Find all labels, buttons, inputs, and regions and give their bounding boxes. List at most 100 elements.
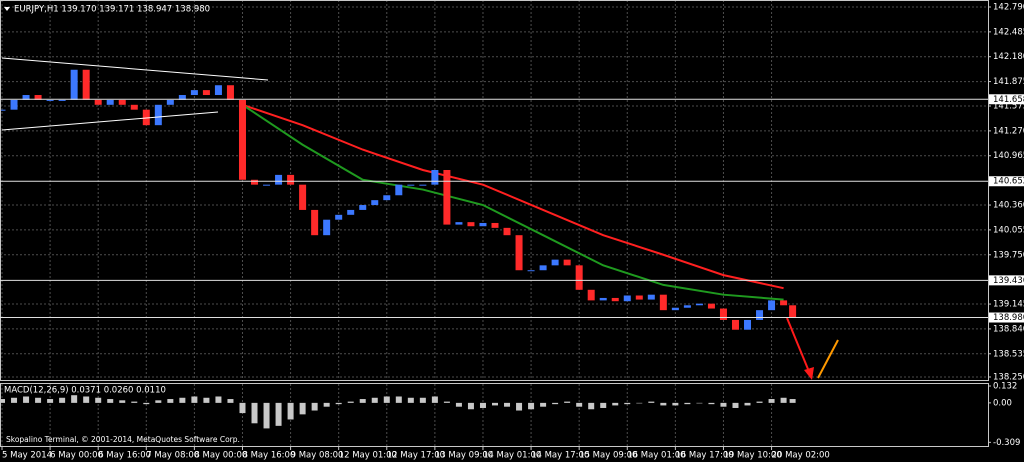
candle xyxy=(118,99,126,105)
macd-bar xyxy=(335,402,342,405)
candle xyxy=(0,109,6,111)
macd-bar xyxy=(708,402,715,405)
candle xyxy=(635,295,643,300)
macd-bar xyxy=(23,396,30,403)
candle xyxy=(226,85,234,100)
macd-bar xyxy=(107,399,114,403)
y-tick-label: 142.790 xyxy=(993,3,1024,13)
level-label: 141.658 xyxy=(993,95,1024,105)
macd-frame xyxy=(0,383,989,447)
x-tick-label: 12 May 17:00 xyxy=(387,451,445,461)
macd-bar xyxy=(624,402,631,405)
wedge-lower xyxy=(1,111,219,131)
macd-bar xyxy=(552,402,559,405)
candle xyxy=(299,184,307,210)
x-tick-label: 9 May 08:00 xyxy=(291,451,344,461)
macd-bar xyxy=(47,399,54,403)
macd-bar xyxy=(431,396,438,403)
candle xyxy=(34,95,42,100)
macd-tick-label: 0.132 xyxy=(993,382,1017,392)
level-label-box xyxy=(989,176,1024,187)
macd-bar xyxy=(443,401,450,403)
macd-bar xyxy=(504,402,511,407)
candle xyxy=(347,209,355,215)
candle xyxy=(756,310,764,320)
macd-bar xyxy=(672,402,679,406)
macd-bar xyxy=(179,397,186,403)
level-label-box xyxy=(989,94,1024,105)
macd-bar xyxy=(744,402,751,406)
macd-bar xyxy=(287,402,294,420)
macd-bar xyxy=(696,402,703,404)
macd-bar xyxy=(323,402,330,407)
level-label: 138.980 xyxy=(993,313,1024,323)
candle xyxy=(731,319,739,330)
macd-bar xyxy=(299,402,306,415)
level-label-box xyxy=(989,312,1024,323)
x-tick-label: 8 May 16:00 xyxy=(242,451,295,461)
macd-bar xyxy=(419,397,426,403)
macd-bar xyxy=(789,399,796,403)
y-tick-label: 139.145 xyxy=(993,300,1024,310)
macd-bar xyxy=(540,402,547,407)
macd-bar xyxy=(263,402,270,429)
macd-bar xyxy=(143,402,150,405)
candle xyxy=(467,222,475,227)
macd-bar xyxy=(215,396,222,403)
macd-bar xyxy=(35,397,42,403)
macd-bar xyxy=(239,402,246,414)
candle xyxy=(551,259,559,266)
candle xyxy=(744,319,752,330)
candle xyxy=(419,184,427,186)
macd-bar xyxy=(131,401,138,403)
macd-bar xyxy=(780,397,787,403)
y-tick-label: 140.360 xyxy=(993,201,1024,211)
candle xyxy=(671,307,679,311)
candle xyxy=(395,184,403,196)
wedge-upper xyxy=(1,57,269,81)
x-tick-label: 16 May 17:00 xyxy=(675,451,733,461)
chart-title: EURJPY,H1 139.170 139.171 138.947 138.98… xyxy=(14,5,210,15)
x-tick-label: 16 May 01:00 xyxy=(627,451,685,461)
candle xyxy=(503,227,511,236)
candle xyxy=(287,174,295,185)
candle xyxy=(359,205,367,210)
macd-bar xyxy=(347,401,354,403)
candle xyxy=(647,294,655,300)
candle xyxy=(106,99,114,105)
macd-bar xyxy=(155,400,162,403)
projection-arrow xyxy=(786,317,811,375)
macd-bar xyxy=(756,401,763,403)
macd-bar xyxy=(59,397,66,403)
macd-bar xyxy=(11,397,18,403)
candle xyxy=(10,99,18,110)
macd-bar xyxy=(528,402,535,410)
y-tick-label: 141.575 xyxy=(993,102,1024,112)
candle xyxy=(22,95,30,100)
macd-bar xyxy=(612,402,619,406)
macd-tick-label: 0.00 xyxy=(993,398,1012,408)
macd-bar xyxy=(83,396,90,403)
macd-bar xyxy=(492,402,498,406)
candle xyxy=(623,295,631,302)
menu-icon[interactable] xyxy=(4,7,10,11)
macd-bar xyxy=(167,399,174,403)
y-tick-label: 140.055 xyxy=(993,225,1024,235)
candle xyxy=(275,174,283,185)
candle xyxy=(311,209,319,236)
macd-bar xyxy=(119,400,126,403)
y-tick-label: 139.750 xyxy=(993,250,1024,260)
macd-bar xyxy=(371,397,378,403)
macd-bar xyxy=(227,399,234,403)
macd-bar xyxy=(0,399,5,403)
candle xyxy=(383,195,391,201)
macd-bar xyxy=(588,402,595,410)
candle xyxy=(491,222,499,228)
macd-bar xyxy=(95,397,102,403)
level-label: 140.652 xyxy=(993,177,1024,187)
candle xyxy=(94,99,102,105)
candle xyxy=(190,90,198,96)
y-tick-label: 141.875 xyxy=(993,77,1024,87)
